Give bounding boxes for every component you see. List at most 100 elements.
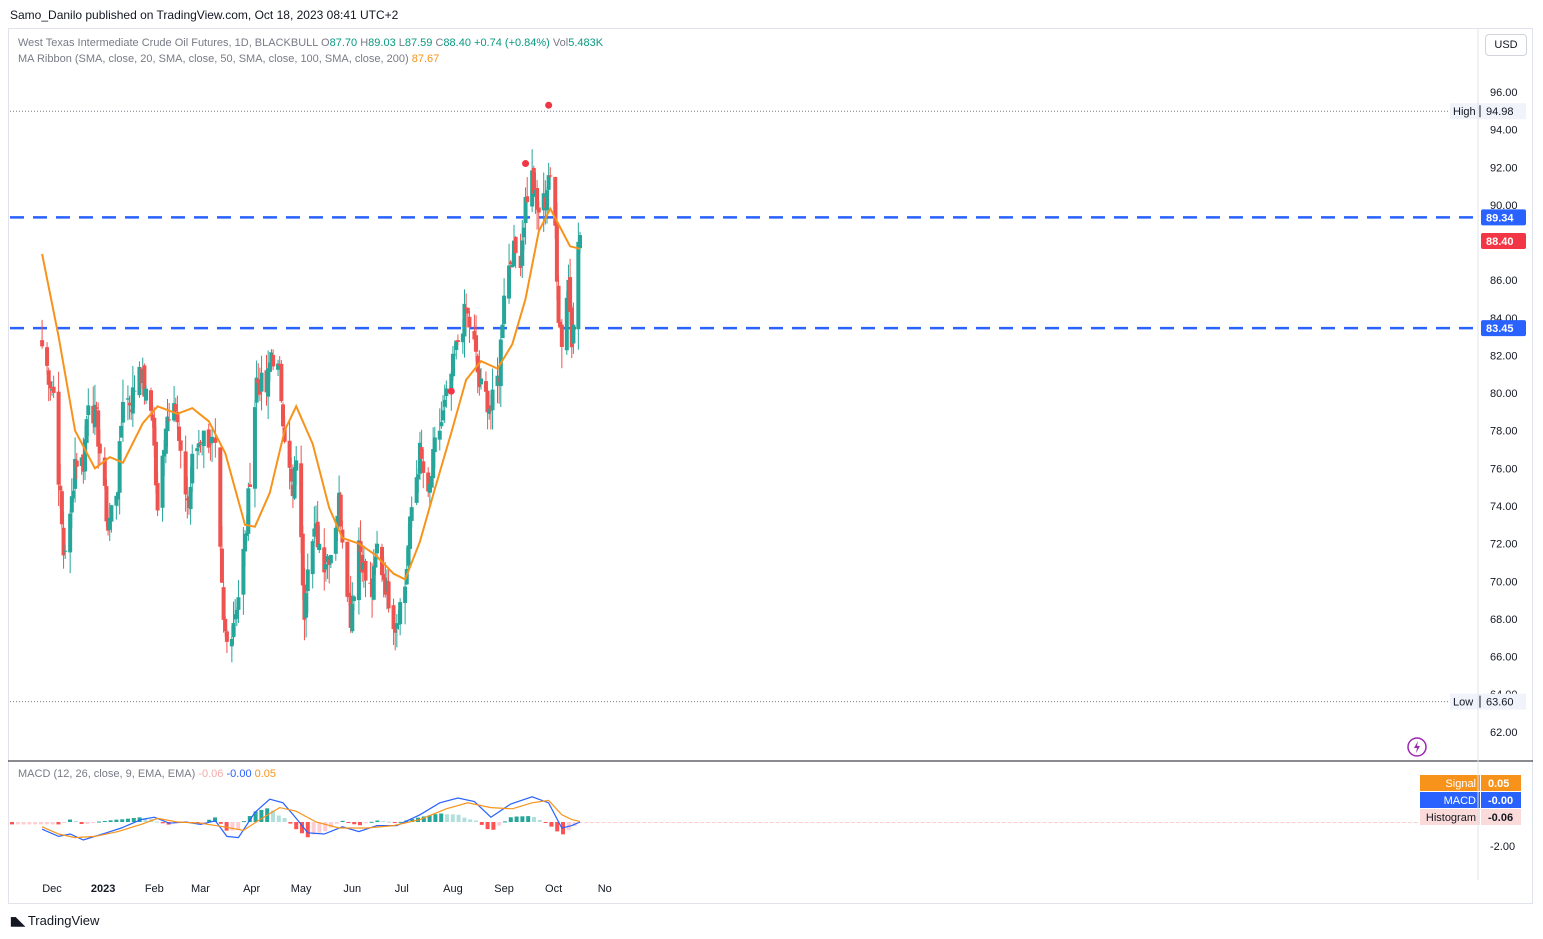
- candle[interactable]: [548, 167, 553, 179]
- candle[interactable]: [165, 398, 170, 447]
- candle[interactable]: [351, 594, 356, 611]
- candle[interactable]: [325, 554, 330, 579]
- candle[interactable]: [310, 538, 315, 589]
- candle[interactable]: [40, 319, 45, 349]
- candle[interactable]: [394, 613, 399, 648]
- candle[interactable]: [48, 380, 53, 401]
- candle[interactable]: [73, 437, 78, 503]
- candle[interactable]: [571, 302, 576, 354]
- candle[interactable]: [462, 289, 467, 358]
- candle[interactable]: [535, 180, 540, 230]
- candle[interactable]: [546, 162, 551, 210]
- candle[interactable]: [243, 530, 248, 567]
- candle[interactable]: [218, 447, 223, 551]
- candle[interactable]: [305, 553, 310, 614]
- candle[interactable]: [190, 444, 195, 493]
- candle[interactable]: [556, 275, 561, 327]
- candle[interactable]: [500, 322, 505, 339]
- candle[interactable]: [56, 371, 61, 507]
- candle[interactable]: [155, 472, 160, 517]
- candle[interactable]: [51, 375, 56, 399]
- candle[interactable]: [153, 426, 158, 494]
- candle[interactable]: [345, 541, 350, 602]
- candle[interactable]: [477, 350, 482, 396]
- candle[interactable]: [69, 478, 74, 529]
- candle[interactable]: [201, 430, 206, 469]
- candle[interactable]: [175, 395, 180, 430]
- candle[interactable]: [294, 446, 299, 486]
- candle[interactable]: [120, 379, 125, 442]
- candle[interactable]: [328, 554, 333, 568]
- candle[interactable]: [338, 491, 343, 530]
- candle[interactable]: [94, 401, 99, 411]
- candle[interactable]: [117, 425, 122, 515]
- candle[interactable]: [210, 427, 215, 463]
- candle[interactable]: [248, 462, 252, 488]
- candle[interactable]: [206, 423, 211, 454]
- candle[interactable]: [450, 345, 455, 381]
- candle[interactable]: [61, 511, 66, 569]
- candle[interactable]: [431, 427, 436, 489]
- candle[interactable]: [231, 601, 236, 644]
- candle[interactable]: [68, 510, 73, 574]
- candle[interactable]: [437, 408, 442, 451]
- candle[interactable]: [167, 402, 172, 423]
- candle[interactable]: [160, 449, 165, 522]
- candle[interactable]: [59, 489, 64, 530]
- candle[interactable]: [398, 598, 403, 636]
- currency-button[interactable]: USD: [1485, 34, 1527, 56]
- signal-line[interactable]: [41, 799, 581, 839]
- candle[interactable]: [116, 490, 120, 507]
- candle[interactable]: [219, 526, 224, 583]
- candle[interactable]: [271, 349, 276, 371]
- macd-title[interactable]: MACD (12, 26, close, 9, EMA, EMA): [18, 768, 196, 780]
- candle[interactable]: [375, 530, 380, 560]
- candle[interactable]: [490, 368, 495, 430]
- candle[interactable]: [414, 460, 419, 506]
- candle[interactable]: [86, 388, 91, 437]
- candle[interactable]: [132, 375, 137, 407]
- candle[interactable]: [578, 231, 582, 254]
- candle[interactable]: [198, 439, 203, 453]
- candle[interactable]: [391, 598, 396, 646]
- signal-marker[interactable]: [522, 160, 530, 168]
- candle[interactable]: [84, 415, 89, 452]
- candle[interactable]: [254, 360, 259, 408]
- candle[interactable]: [363, 558, 368, 598]
- symbol-title[interactable]: West Texas Intermediate Crude Oil Future…: [18, 37, 318, 49]
- candle[interactable]: [130, 365, 135, 427]
- macd-line[interactable]: [41, 796, 581, 841]
- candle[interactable]: [45, 342, 50, 375]
- candle[interactable]: [455, 334, 460, 346]
- candle[interactable]: [358, 520, 363, 556]
- signal-marker[interactable]: [545, 101, 553, 109]
- candle[interactable]: [259, 355, 264, 411]
- candle[interactable]: [507, 243, 512, 304]
- candle[interactable]: [317, 525, 322, 554]
- candle[interactable]: [545, 186, 549, 224]
- candle[interactable]: [234, 606, 239, 627]
- candle[interactable]: [408, 516, 413, 567]
- candle[interactable]: [279, 359, 284, 403]
- candle[interactable]: [236, 580, 241, 624]
- candle[interactable]: [521, 221, 526, 251]
- candle[interactable]: [536, 201, 541, 231]
- candle[interactable]: [252, 400, 257, 508]
- tradingview-logo[interactable]: ▮◣ TradingView: [10, 913, 99, 928]
- candle[interactable]: [173, 397, 178, 412]
- candle[interactable]: [74, 452, 79, 480]
- candle[interactable]: [502, 278, 507, 339]
- candle[interactable]: [525, 177, 530, 203]
- candle[interactable]: [276, 359, 281, 376]
- candle[interactable]: [531, 165, 536, 195]
- candle[interactable]: [432, 426, 437, 469]
- candle[interactable]: [479, 368, 483, 390]
- candle[interactable]: [92, 384, 97, 436]
- signal-marker[interactable]: [447, 387, 455, 395]
- candle[interactable]: [114, 495, 119, 520]
- candle[interactable]: [559, 319, 564, 369]
- candle[interactable]: [554, 202, 559, 300]
- candle[interactable]: [224, 629, 229, 654]
- candle[interactable]: [508, 260, 513, 270]
- candle[interactable]: [441, 395, 446, 422]
